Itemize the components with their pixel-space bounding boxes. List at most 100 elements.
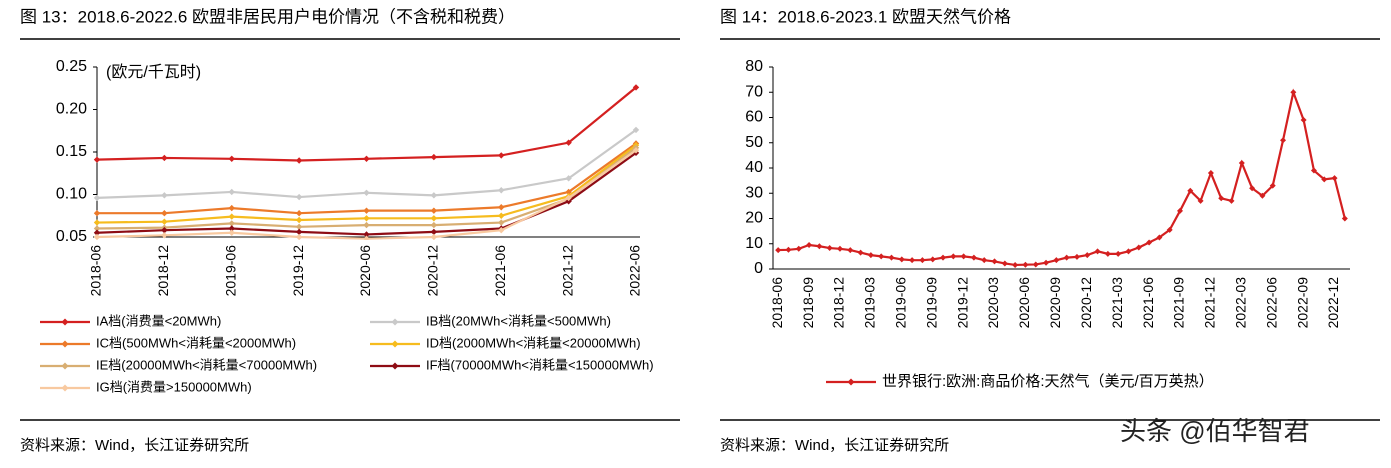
x-tick-label: 2018-06 xyxy=(88,245,104,297)
y-tick-label: 40 xyxy=(745,159,763,176)
series xyxy=(93,149,640,238)
x-tick-label: 2021-12 xyxy=(559,245,575,297)
marker xyxy=(430,215,438,222)
x-tick-label: 2019-06 xyxy=(892,277,908,329)
marker xyxy=(1084,252,1091,259)
marker xyxy=(1321,176,1328,183)
line xyxy=(96,86,637,162)
x-tick-label: 2022-03 xyxy=(1233,277,1249,329)
marker xyxy=(565,139,572,146)
marker xyxy=(991,258,998,265)
chart-title: 图 13：2018.6-2022.6 欧盟非居民用户电价情况（不含税和税费） xyxy=(20,7,515,26)
legend-label: IE档(20000MWh<消耗量<70000MWh) xyxy=(96,357,317,372)
marker xyxy=(363,207,370,214)
x-tick-label: 2022-09 xyxy=(1294,277,1310,329)
x-tick-label: 2018-06 xyxy=(769,277,785,329)
x-tick-label: 2021-06 xyxy=(1140,277,1156,329)
y-tick-label: 60 xyxy=(745,109,763,126)
marker xyxy=(1012,261,1019,268)
legend-label: IC档(500MWh<消耗量<2000MWh) xyxy=(96,335,296,350)
marker xyxy=(93,225,101,232)
marker xyxy=(806,242,813,249)
x-tick-label: 2020-12 xyxy=(1078,277,1094,329)
marker xyxy=(867,252,874,259)
legend-label: IG档(消费量>150000MWh) xyxy=(96,379,252,394)
legend-marker xyxy=(391,362,399,370)
marker xyxy=(161,232,168,239)
marker xyxy=(430,228,438,236)
x-tick-label: 2019-09 xyxy=(923,277,939,329)
series xyxy=(93,84,640,164)
y-tick-label: 0.25 xyxy=(56,58,87,75)
marker xyxy=(430,207,438,214)
marker xyxy=(93,194,101,202)
marker xyxy=(632,147,640,154)
marker xyxy=(1269,182,1276,189)
y-tick-label: 0.05 xyxy=(56,228,87,245)
marker xyxy=(93,233,101,240)
legend-label: ID档(2000MWh<消耗量<20000MWh) xyxy=(426,335,641,350)
marker xyxy=(1001,260,1008,267)
marker xyxy=(295,233,303,240)
marker xyxy=(430,192,438,199)
marker xyxy=(295,223,303,230)
marker xyxy=(795,245,802,252)
marker xyxy=(960,253,967,260)
line xyxy=(778,88,1346,267)
marker xyxy=(161,210,168,217)
marker xyxy=(228,213,235,220)
marker xyxy=(295,157,303,164)
marker xyxy=(857,249,864,256)
legend-label: IA档(消费量<20MWh) xyxy=(96,313,221,328)
y-tick-label: 80 xyxy=(745,58,763,75)
legend-label: IB档(20MWh<消耗量<500MWh) xyxy=(426,313,611,328)
x-tick-label: 2021-03 xyxy=(1109,277,1125,329)
marker xyxy=(295,216,303,224)
marker xyxy=(363,231,370,238)
marker xyxy=(1043,259,1050,266)
marker xyxy=(1238,159,1245,166)
marker xyxy=(775,247,782,254)
marker xyxy=(1125,248,1132,255)
legend-marker xyxy=(391,318,399,326)
marker xyxy=(1197,197,1204,204)
x-tick-label: 2020-12 xyxy=(425,245,441,297)
y-tick-label: 50 xyxy=(745,134,763,151)
marker xyxy=(161,218,168,225)
marker xyxy=(1135,244,1142,251)
legend-marker xyxy=(61,318,69,326)
marker xyxy=(228,204,235,212)
x-tick-label: 2021-09 xyxy=(1171,277,1187,329)
source: 资料来源：Wind，长江证券研究所 xyxy=(720,437,949,454)
marker xyxy=(93,156,101,163)
y-tick-label: 0.20 xyxy=(56,101,87,118)
marker xyxy=(1094,248,1101,255)
legend-label: 世界银行:欧洲:商品价格:天然气（美元/百万英热） xyxy=(882,372,1214,390)
marker xyxy=(1218,195,1225,202)
marker xyxy=(1115,250,1122,257)
y-tick-label: 70 xyxy=(745,83,763,100)
marker xyxy=(1166,226,1173,233)
source: 资料来源：Wind，长江证券研究所 xyxy=(20,437,249,454)
y-tick-label: 0 xyxy=(754,260,763,277)
marker xyxy=(1104,250,1111,257)
y-tick-label: 10 xyxy=(745,235,763,252)
marker xyxy=(919,257,926,264)
marker xyxy=(295,228,303,236)
x-tick-label: 2018-12 xyxy=(831,277,847,329)
marker xyxy=(498,212,505,219)
marker xyxy=(161,154,168,162)
x-tick-label: 2019-03 xyxy=(862,277,878,329)
marker xyxy=(565,188,572,196)
x-tick-label: 2020-06 xyxy=(357,245,373,297)
x-tick-label: 2022-06 xyxy=(1263,277,1279,329)
marker xyxy=(940,254,947,261)
marker xyxy=(836,245,843,252)
marker xyxy=(950,253,957,260)
marker xyxy=(888,254,895,261)
marker xyxy=(970,254,977,261)
marker xyxy=(981,257,988,264)
series xyxy=(93,147,640,240)
marker xyxy=(878,253,885,260)
marker xyxy=(498,187,505,194)
